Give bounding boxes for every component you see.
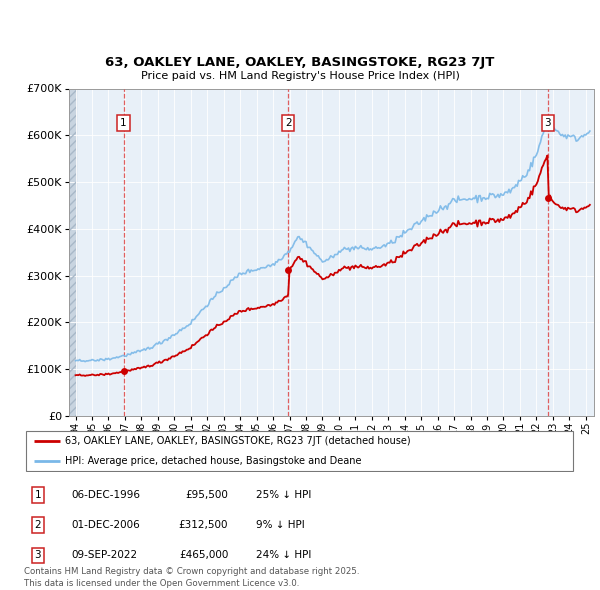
Text: 24% ↓ HPI: 24% ↓ HPI <box>256 550 311 560</box>
FancyBboxPatch shape <box>26 431 572 471</box>
Text: 2: 2 <box>34 520 41 530</box>
Text: 06-DEC-1996: 06-DEC-1996 <box>71 490 140 500</box>
Text: £312,500: £312,500 <box>179 520 228 530</box>
Text: 63, OAKLEY LANE, OAKLEY, BASINGSTOKE, RG23 7JT: 63, OAKLEY LANE, OAKLEY, BASINGSTOKE, RG… <box>106 56 494 69</box>
Text: Contains HM Land Registry data © Crown copyright and database right 2025.
This d: Contains HM Land Registry data © Crown c… <box>24 568 359 588</box>
Bar <box>69 88 76 416</box>
Text: £465,000: £465,000 <box>179 550 228 560</box>
Text: 3: 3 <box>34 550 41 560</box>
Text: 09-SEP-2022: 09-SEP-2022 <box>71 550 137 560</box>
Text: 2: 2 <box>285 118 292 128</box>
Text: £95,500: £95,500 <box>185 490 228 500</box>
Text: 25% ↓ HPI: 25% ↓ HPI <box>256 490 311 500</box>
Text: 9% ↓ HPI: 9% ↓ HPI <box>256 520 305 530</box>
Text: Price paid vs. HM Land Registry's House Price Index (HPI): Price paid vs. HM Land Registry's House … <box>140 71 460 81</box>
Text: 1: 1 <box>34 490 41 500</box>
Text: 63, OAKLEY LANE, OAKLEY, BASINGSTOKE, RG23 7JT (detached house): 63, OAKLEY LANE, OAKLEY, BASINGSTOKE, RG… <box>65 436 411 446</box>
Text: 01-DEC-2006: 01-DEC-2006 <box>71 520 140 530</box>
Bar <box>69 88 76 416</box>
Text: HPI: Average price, detached house, Basingstoke and Deane: HPI: Average price, detached house, Basi… <box>65 455 362 466</box>
Text: 1: 1 <box>120 118 127 128</box>
Text: 3: 3 <box>544 118 551 128</box>
